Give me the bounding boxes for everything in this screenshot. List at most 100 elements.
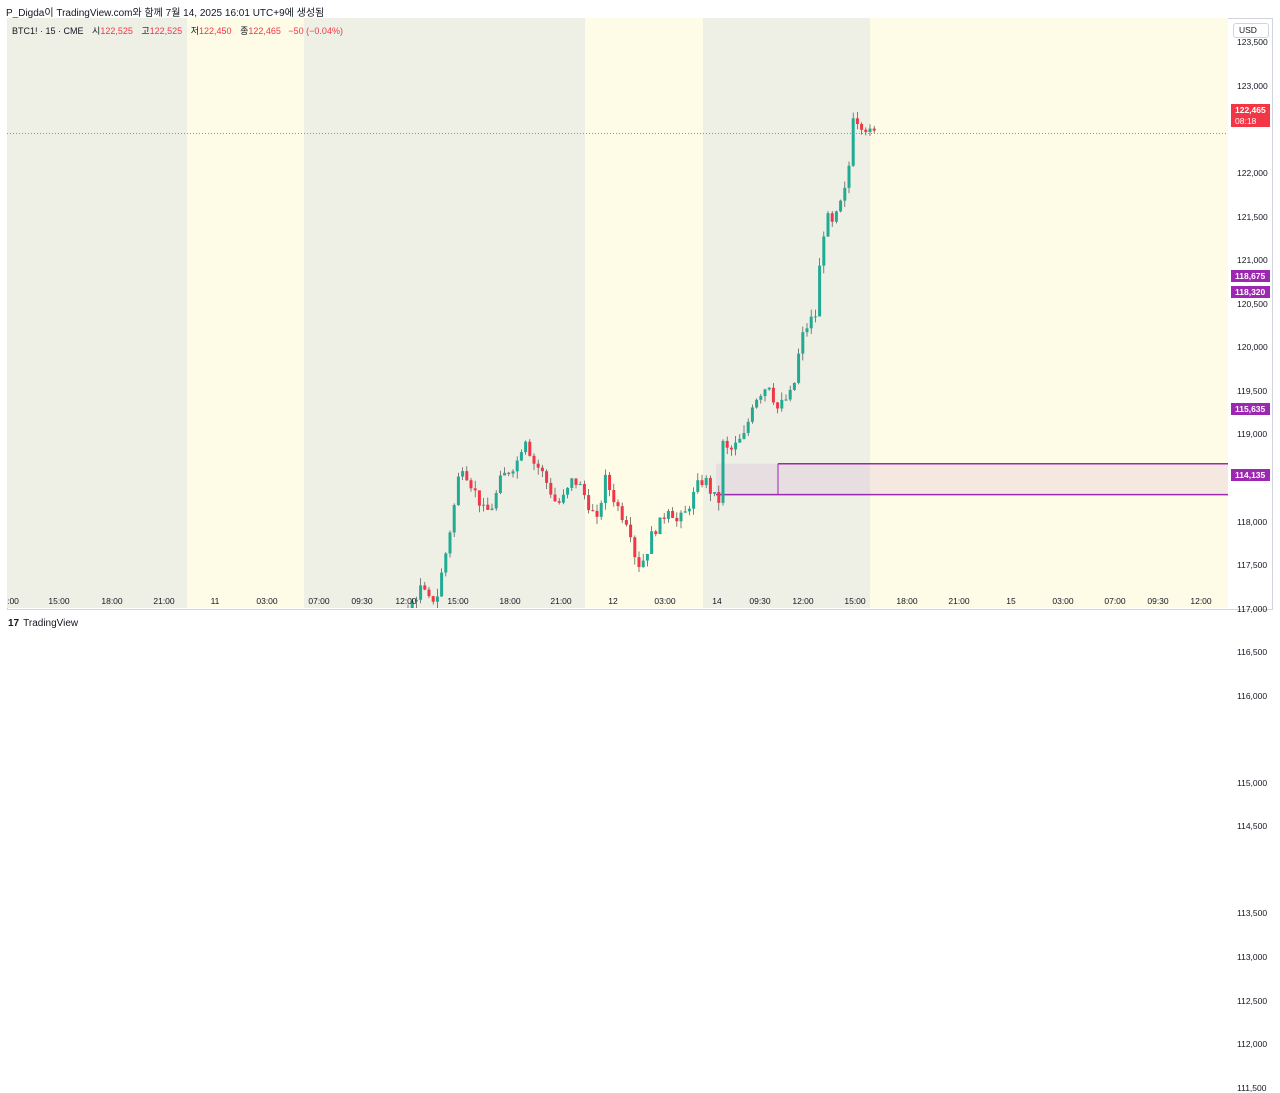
- header-caption: P_Digda이 TradingView.com와 함께 7월 14, 2025…: [6, 8, 325, 19]
- candle-body: [578, 484, 582, 486]
- time-tick-label: 12:00: [1190, 596, 1212, 606]
- price-tick-label: 112,000: [1237, 1039, 1268, 1050]
- candle-body: [582, 484, 586, 496]
- chart-pane[interactable]: [7, 18, 1228, 608]
- candle-body: [477, 490, 481, 506]
- time-tick-label: 03:00: [256, 596, 278, 606]
- symbol-legend[interactable]: BTC1! · 15 · CME 시122,525 고122,525 저122,…: [12, 24, 343, 37]
- candle-body: [654, 531, 658, 535]
- time-tick-label: 15:00: [844, 596, 866, 606]
- candle-body: [570, 478, 574, 488]
- candle-body: [641, 560, 645, 568]
- candle-body: [734, 442, 738, 450]
- low-label: 저: [190, 26, 199, 36]
- candle-body: [679, 512, 683, 522]
- candle-body: [587, 495, 591, 511]
- price-tick-label: 120,000: [1237, 342, 1268, 353]
- candle-body: [847, 165, 851, 188]
- time-tick-label: 12:00: [792, 596, 814, 606]
- candle-body: [687, 508, 691, 512]
- symbol-label[interactable]: BTC1! · 15 · CME: [12, 26, 84, 36]
- candle-body: [776, 402, 780, 409]
- candle-body: [742, 432, 746, 439]
- candle-body: [557, 501, 561, 503]
- level-tag-3: 115,635: [1231, 403, 1270, 415]
- candle-body: [519, 452, 523, 461]
- session-band: [187, 18, 304, 608]
- candle-body: [746, 421, 750, 433]
- candle-body: [545, 471, 549, 483]
- candle-body: [662, 517, 666, 519]
- candle-body: [860, 123, 864, 130]
- time-tick-label: :00: [7, 596, 19, 606]
- candle-body: [540, 467, 544, 472]
- candle-body: [528, 441, 532, 456]
- candle-body: [444, 553, 448, 573]
- candle-body: [813, 316, 817, 318]
- time-tick-label: 21:00: [153, 596, 175, 606]
- close-value: 122,465: [248, 26, 281, 36]
- level-tag-1: 118,675: [1231, 270, 1270, 282]
- candle-body: [721, 440, 725, 503]
- candle-body: [704, 477, 708, 486]
- time-tick-label: 07:00: [1104, 596, 1126, 606]
- candle-body: [788, 389, 792, 400]
- time-tick-label: 14: [712, 596, 722, 606]
- candle-body: [616, 502, 620, 507]
- candle-body: [692, 491, 696, 509]
- time-tick-label: 15: [1006, 596, 1016, 606]
- price-tick-label: 114,500: [1237, 821, 1268, 832]
- candle-body: [595, 510, 599, 517]
- candle-body: [473, 488, 477, 491]
- price-tick-label: 113,500: [1237, 908, 1268, 919]
- candle-body: [767, 387, 771, 390]
- candle-body: [755, 399, 759, 408]
- candle-body: [683, 511, 687, 513]
- candle-body: [448, 532, 452, 554]
- candle-body: [591, 510, 595, 512]
- last-price-tag: 122,465: [1231, 104, 1270, 116]
- candle-body: [549, 482, 553, 495]
- price-tick-label: 120,500: [1237, 298, 1268, 309]
- price-tick-label: 113,000: [1237, 952, 1268, 962]
- candle-body: [465, 471, 469, 481]
- candle-body: [696, 480, 700, 492]
- session-band: [585, 18, 703, 608]
- price-tick-label: 116,500: [1237, 647, 1268, 658]
- price-tick-label: 118,000: [1237, 516, 1268, 527]
- candle-body: [423, 585, 427, 590]
- high-label: 고: [141, 26, 150, 36]
- candle-body: [851, 118, 855, 166]
- time-tick-label: 09:30: [351, 596, 373, 606]
- candle-body: [717, 492, 721, 503]
- candle-body: [780, 399, 784, 409]
- time-tick-label: 12:00: [395, 596, 417, 606]
- candle-body: [574, 478, 578, 485]
- candle-body: [435, 596, 439, 602]
- price-tick-label: 111,500: [1237, 1082, 1267, 1093]
- close-label: 종: [240, 26, 249, 36]
- candle-body: [410, 601, 414, 608]
- countdown-tag: 08:18: [1231, 115, 1270, 127]
- open-value: 122,525: [100, 26, 133, 36]
- candle-body: [620, 506, 624, 521]
- candle-body: [713, 492, 717, 494]
- price-tick-label: 115,000: [1237, 777, 1268, 788]
- candle-body: [763, 389, 767, 397]
- time-tick-label: 12: [608, 596, 618, 606]
- currency-button[interactable]: USD: [1233, 23, 1269, 38]
- candle-body: [419, 585, 423, 600]
- level-tag-4: 114,135: [1231, 469, 1270, 481]
- candle-body: [536, 463, 540, 468]
- candle-body: [440, 572, 444, 597]
- candle-body: [671, 511, 675, 518]
- candle-body: [797, 353, 801, 383]
- tradingview-logo[interactable]: 17 TradingView: [8, 618, 78, 629]
- candle-body: [868, 128, 872, 132]
- session-band: [304, 18, 585, 608]
- candle-body: [809, 316, 813, 329]
- time-tick-label: 18:00: [101, 596, 123, 606]
- candle-body: [624, 520, 628, 525]
- high-value: 122,525: [149, 26, 183, 36]
- price-tick-label: 123,500: [1237, 37, 1268, 48]
